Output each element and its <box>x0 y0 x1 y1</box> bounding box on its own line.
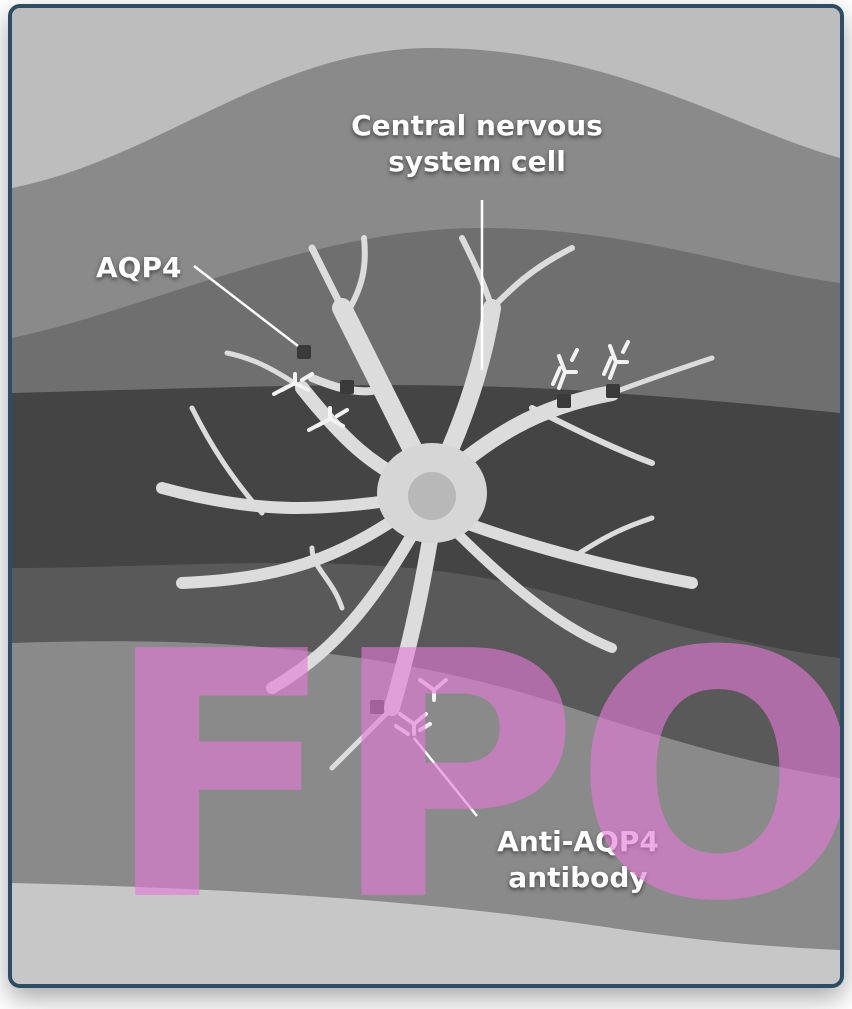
anti-aqp4-antibody-label: Anti-AQP4 antibody <box>497 825 659 894</box>
cns-cell-label: Central nervous system cell <box>351 109 603 178</box>
nmo-illustration <box>12 8 840 984</box>
aqp4-channels <box>297 345 620 714</box>
aqp4-label: AQP4 <box>96 251 182 284</box>
cns-cell <box>156 235 715 771</box>
illustration-frame: Central nervous system cell AQP4 Anti-AQ… <box>8 4 844 988</box>
leader-lines <box>193 200 484 817</box>
antibodies <box>272 340 630 736</box>
